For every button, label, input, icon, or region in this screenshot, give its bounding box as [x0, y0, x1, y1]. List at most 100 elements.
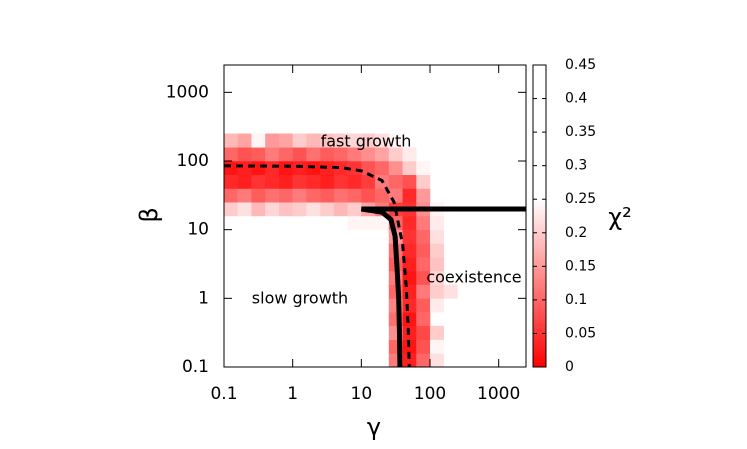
- heatmap-cell: [224, 160, 238, 176]
- heatmap-cell: [402, 284, 417, 299]
- heatmap-cell: [224, 133, 238, 148]
- colorbar: [532, 64, 547, 368]
- heatmap-cell: [224, 188, 238, 203]
- heatmap-cell: [347, 174, 362, 189]
- heatmap-cell: [333, 188, 348, 203]
- heatmap-cell: [237, 160, 252, 176]
- heatmap-cell: [278, 133, 293, 148]
- heatmap-cell: [430, 353, 445, 368]
- x-tick-label: 10: [351, 384, 373, 404]
- heatmap-cell: [375, 160, 390, 176]
- heatmap-cell: [430, 325, 445, 340]
- colorbar-tick-label: 0.25: [565, 191, 596, 207]
- y-tick-label: 10: [187, 220, 209, 240]
- colorbar-tick-label: 0.2: [565, 225, 587, 241]
- heatmap-cell: [402, 215, 417, 230]
- heatmap-cell: [306, 202, 321, 217]
- heatmap-cell: [278, 147, 293, 162]
- heatmap-cell: [361, 188, 376, 203]
- y-tick-label: 1000: [166, 82, 209, 102]
- heatmap-cell: [416, 270, 431, 285]
- colorbar-tick-label: 0.15: [565, 258, 596, 274]
- heatmap-cell: [306, 147, 321, 162]
- annotation: slow growth: [252, 289, 348, 308]
- x-tick-label: 1000: [477, 384, 520, 404]
- heatmap-cell: [430, 298, 445, 313]
- heatmap-cell: [237, 133, 252, 148]
- y-tick-label: 0.1: [182, 357, 209, 377]
- heatmap-cell: [333, 147, 348, 162]
- heatmap-cell: [320, 133, 335, 148]
- curves: [223, 164, 526, 368]
- heatmap-cell: [375, 215, 390, 230]
- heatmap-cell: [388, 188, 403, 203]
- heatmap-cell: [320, 147, 335, 162]
- heatmap-cell: [278, 202, 293, 217]
- heatmap-cell: [416, 188, 431, 203]
- heatmap-cell: [402, 298, 417, 313]
- colorbar-tick-label: 0.05: [565, 325, 596, 341]
- heatmap-cell: [251, 174, 266, 189]
- heatmap-cell: [402, 353, 417, 368]
- model-curve: [360, 206, 403, 368]
- heatmap-cell: [306, 188, 321, 203]
- heatmap-cell: [402, 147, 417, 162]
- heatmap-cell: [347, 147, 362, 162]
- heatmap-cell: [333, 133, 348, 148]
- heatmap-cell: [416, 284, 431, 299]
- heatmap-cell: [224, 174, 238, 189]
- heatmap-cell: [416, 339, 431, 354]
- heatmap-cell: [292, 147, 307, 162]
- heatmap-cell: [237, 174, 252, 189]
- x-tick-label: 0.1: [210, 384, 237, 404]
- heatmap-cell: [292, 202, 307, 217]
- colorbar-tick-label: 0.4: [565, 91, 587, 107]
- heatmap-cell: [306, 174, 321, 189]
- plot-frame: [223, 64, 527, 368]
- colorbar-tick-label: 0: [565, 359, 574, 375]
- x-axis-label: γ: [367, 413, 381, 441]
- heatmap-cell: [347, 202, 362, 217]
- heatmap-cell: [361, 147, 376, 162]
- heatmap-cell: [278, 160, 293, 176]
- heatmap-cell: [375, 147, 390, 162]
- heatmap-cell: [416, 160, 431, 176]
- heatmap-cell: [333, 160, 348, 176]
- heatmap-cell: [402, 174, 417, 189]
- heatmap-cell: [375, 188, 390, 203]
- heatmap-cell: [320, 202, 335, 217]
- x-tick-label: 100: [414, 384, 446, 404]
- heatmap-cell: [224, 202, 238, 217]
- heatmap-cell: [237, 202, 252, 217]
- heatmap-cell: [306, 133, 321, 148]
- heatmap-cell: [388, 147, 403, 162]
- heatmap-cell: [224, 147, 238, 162]
- heatmap-cell: [265, 202, 280, 217]
- heatmap-cell: [416, 243, 431, 258]
- heatmap-cell: [402, 312, 417, 327]
- heatmap-cell: [430, 339, 445, 354]
- colorbar-tick-label: 0.3: [565, 158, 587, 174]
- y-tick-label: 1: [198, 288, 209, 308]
- heatmap-cell: [320, 174, 335, 189]
- model-curve: [223, 164, 411, 368]
- heatmap-cell: [416, 257, 431, 272]
- heatmap-cell: [320, 188, 335, 203]
- heatmap-cell: [443, 284, 458, 299]
- heatmap-cell: [237, 188, 252, 203]
- heatmap-cell: [416, 353, 431, 368]
- heatmap-cell: [292, 160, 307, 176]
- heatmap-cell: [416, 215, 431, 230]
- y-axis-label: β: [135, 207, 163, 222]
- heatmap-cell: [416, 298, 431, 313]
- heatmap-cell: [416, 325, 431, 340]
- heatmap-cell: [416, 312, 431, 327]
- heatmap-cell: [265, 147, 280, 162]
- heatmap-cell: [361, 133, 376, 148]
- heatmap-cell: [402, 160, 417, 176]
- heatmap-cell: [430, 270, 445, 285]
- heatmap-cell: [292, 174, 307, 189]
- heatmap-cell: [430, 284, 445, 299]
- heatmap-cell: [292, 133, 307, 148]
- heatmap-cell: [347, 188, 362, 203]
